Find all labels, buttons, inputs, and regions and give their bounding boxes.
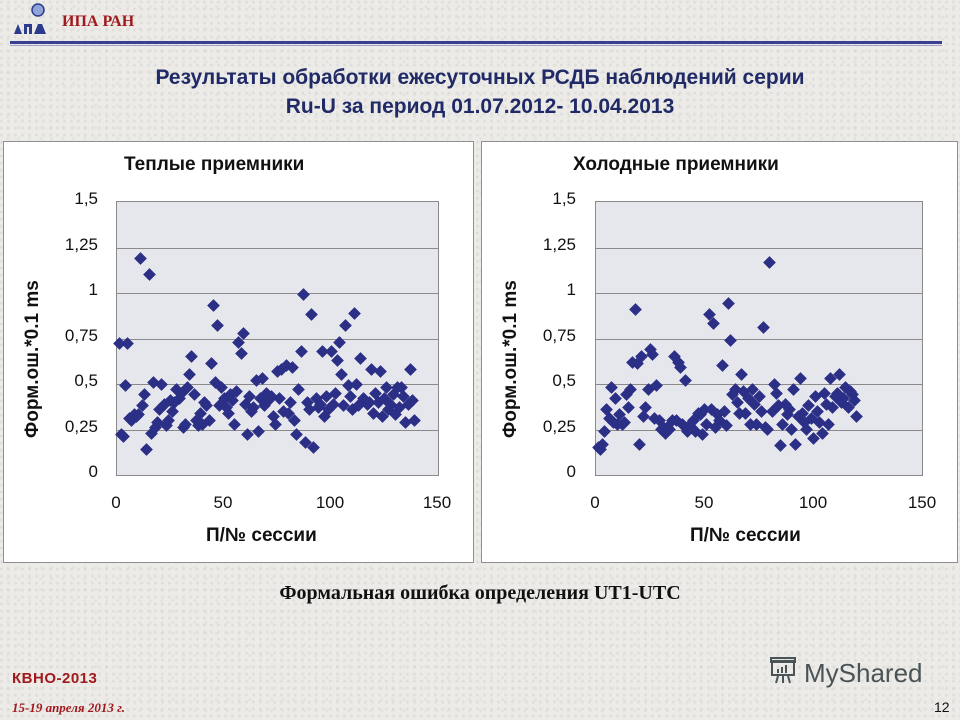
conference-dates: 15-19 апреля 2013 г.: [12, 700, 126, 715]
chart-warm-receivers: Теплые приемники 1,5 1,25 1 0,75 0,5 0,2…: [3, 141, 474, 563]
gridline: [596, 247, 922, 249]
x-tick: 0: [590, 493, 600, 512]
data-point: [724, 333, 738, 347]
gridline: [117, 247, 438, 249]
org-name: ИПА РАН: [62, 13, 135, 30]
data-point: [211, 319, 224, 333]
data-point: [234, 346, 248, 360]
data-point: [204, 357, 218, 371]
gridline: [117, 384, 438, 385]
data-point: [134, 252, 147, 265]
data-point: [183, 368, 197, 382]
x-tick: 50: [213, 493, 233, 512]
page-number: 12: [934, 699, 950, 715]
header-rule-thin: [10, 45, 942, 46]
gridline: [117, 429, 438, 431]
y-tick: 1,25: [542, 235, 576, 254]
data-point: [140, 443, 154, 456]
data-point: [633, 437, 646, 451]
y-tick: 0,75: [542, 326, 576, 345]
data-point: [598, 424, 612, 438]
x-tick: 50: [694, 493, 714, 512]
data-point: [296, 288, 310, 302]
y-tick: 0,5: [74, 371, 98, 390]
data-point: [763, 255, 777, 269]
y-tick: 0,25: [542, 417, 576, 436]
data-point: [789, 437, 803, 451]
gridline: [596, 293, 922, 294]
chart-title: Холодные приемники: [573, 154, 779, 175]
x-axis-label: П/№ сессии: [690, 525, 801, 546]
data-point: [142, 268, 156, 282]
gridline: [117, 338, 438, 340]
gridline: [596, 384, 922, 385]
data-point: [722, 297, 735, 311]
gridline: [596, 429, 922, 431]
data-point: [335, 368, 349, 382]
header-rule: [10, 41, 942, 44]
y-tick: 0,5: [552, 371, 576, 390]
data-point: [628, 303, 642, 316]
y-tick: 0: [566, 462, 576, 481]
data-point: [850, 410, 864, 424]
y-tick: 1,5: [74, 189, 98, 208]
figure-caption: Формальная ошибка определения UT1-UTC: [279, 582, 681, 604]
gridline: [117, 293, 438, 294]
y-tick: 1: [566, 280, 576, 299]
data-point: [408, 414, 421, 427]
y-tick: 0,75: [64, 326, 98, 345]
gridline: [596, 338, 922, 340]
x-tick: 100: [798, 493, 828, 512]
data-point: [339, 319, 353, 333]
y-axis-label: Форм.ош.*0.1 ms: [22, 280, 43, 438]
plot-area: [591, 201, 923, 476]
data-point: [206, 299, 220, 313]
y-tick: 1: [88, 280, 98, 299]
data-point: [793, 372, 807, 385]
y-axis-label: Форм.ош.*0.1 ms: [500, 280, 521, 438]
presentation-board-icon: [768, 655, 798, 692]
plot-area: [112, 201, 439, 476]
data-point: [348, 306, 361, 320]
x-tick: 100: [315, 493, 345, 512]
data-point: [185, 350, 199, 364]
data-point: [251, 424, 265, 438]
data-point: [756, 321, 770, 334]
x-tick: 150: [907, 493, 937, 512]
data-point: [228, 417, 242, 431]
ipa-logo-icon: [12, 2, 52, 36]
data-point: [119, 379, 132, 393]
slide-title-line1: Результаты обработки ежесуточных РСДБ на…: [155, 66, 805, 89]
x-axis-label: П/№ сессии: [206, 525, 317, 546]
data-point: [715, 359, 729, 373]
data-point: [735, 368, 748, 382]
conference-name: КВНО-2013: [12, 670, 98, 687]
slide-title-line2: Ru-U за период 01.07.2012- 10.04.2013: [285, 95, 675, 118]
chart-cold-receivers: Холодные приемники 1,5 1,25 1 0,75 0,5 0…: [481, 141, 958, 563]
data-point: [403, 363, 417, 376]
y-tick: 1,5: [552, 189, 576, 208]
chart-title: Теплые приемники: [124, 154, 305, 175]
data-point: [305, 308, 319, 322]
x-tick: 150: [422, 493, 452, 512]
data-point: [350, 377, 364, 391]
x-tick: 0: [111, 493, 121, 512]
data-point: [294, 344, 308, 358]
data-point: [774, 439, 788, 453]
y-tick: 0: [88, 462, 98, 481]
watermark-text: MyShared: [804, 658, 923, 688]
data-point: [354, 352, 368, 365]
watermark: MyShared: [768, 655, 923, 692]
y-tick: 0,25: [64, 417, 98, 436]
y-tick: 1,25: [64, 235, 98, 254]
